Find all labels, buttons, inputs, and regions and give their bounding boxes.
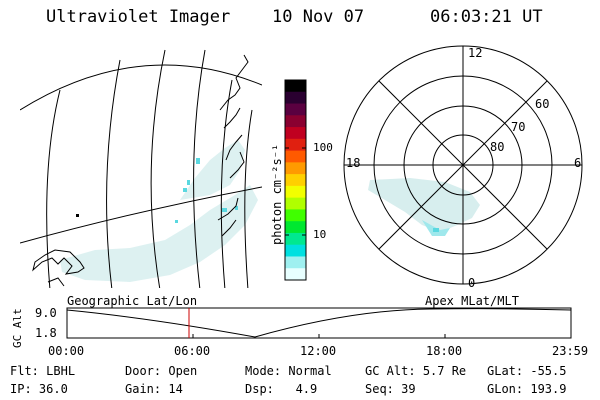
polar-mlt-0: 0 [468,276,476,290]
map-title: Geographic Lat/Lon [67,294,198,308]
instrument-title: Ultraviolet Imager [46,7,231,27]
info-gain: Gain: 14 [125,382,183,396]
polar-lat-60: 60 [535,97,550,111]
plot-xtick-4: 23:59 [552,344,589,358]
header-time: 06:03:21 UT [430,7,543,27]
colorbar-segment [285,244,306,258]
colorbar-segment [285,221,306,234]
colorbar-segment [285,232,306,246]
map-grid [20,49,262,288]
info-gc-alt: GC Alt: 5.7 Re [365,364,467,378]
polar-mlt-12: 12 [468,46,483,60]
colorbar-segment [285,138,306,152]
info-flt: Flt: LBHL [10,364,76,378]
info-mode: Mode: Normal [245,364,332,378]
map-aurora-bright [175,158,238,223]
polar-mlt-18: 18 [346,156,361,170]
colorbar-segment [285,103,306,116]
colorbar-segment [285,197,306,211]
plot-xtick-1: 06:00 [174,344,211,358]
info-door: Door: Open [125,364,198,378]
polar-aurora-emission [368,178,480,236]
colorbar-tick-10: 10 [313,228,327,241]
colorbar-segment [285,185,306,199]
map-aurora-emission [60,140,258,282]
polar-mlt-6: 6 [574,156,582,170]
polar-lat-70: 70 [511,120,526,134]
colorbar-segment [285,174,306,187]
plot-xticks-marks [66,334,572,338]
colorbar-segment [285,127,306,140]
plot-title-right: Apex MLat/MLT [425,294,519,308]
plot-ytick-top: 9.0 [35,306,57,320]
plot-xtick-2: 12:00 [300,344,337,358]
colorbar-segment [285,115,306,128]
polar-grid [343,45,583,285]
altitude-curve [66,308,572,338]
map-coastline [32,54,249,287]
colorbar-segment [285,162,306,175]
colorbar-segment [285,256,306,269]
polar-lat-80: 80 [490,140,505,154]
info-glat: GLat: -55.5 [487,364,567,378]
colorbar-segment [285,91,306,105]
info-glon: GLon: 193.9 [487,382,567,396]
info-seq: Seq: 39 [365,382,416,396]
info-ip: IP: 36.0 [10,382,68,396]
colorbar-segment [285,268,306,281]
colorbar-segment [285,209,306,222]
colorbar-segment [285,150,306,163]
colorbar-segment [285,80,306,93]
info-dsp: Dsp: 4.9 [245,382,318,396]
colorbar-tick-100: 100 [313,141,333,154]
header-date: 10 Nov 07 [272,7,365,27]
plot-xtick-0: 00:00 [48,344,85,358]
plot-ytick-bottom: 1.8 [35,326,57,340]
plot-xtick-3: 18:00 [426,344,463,358]
